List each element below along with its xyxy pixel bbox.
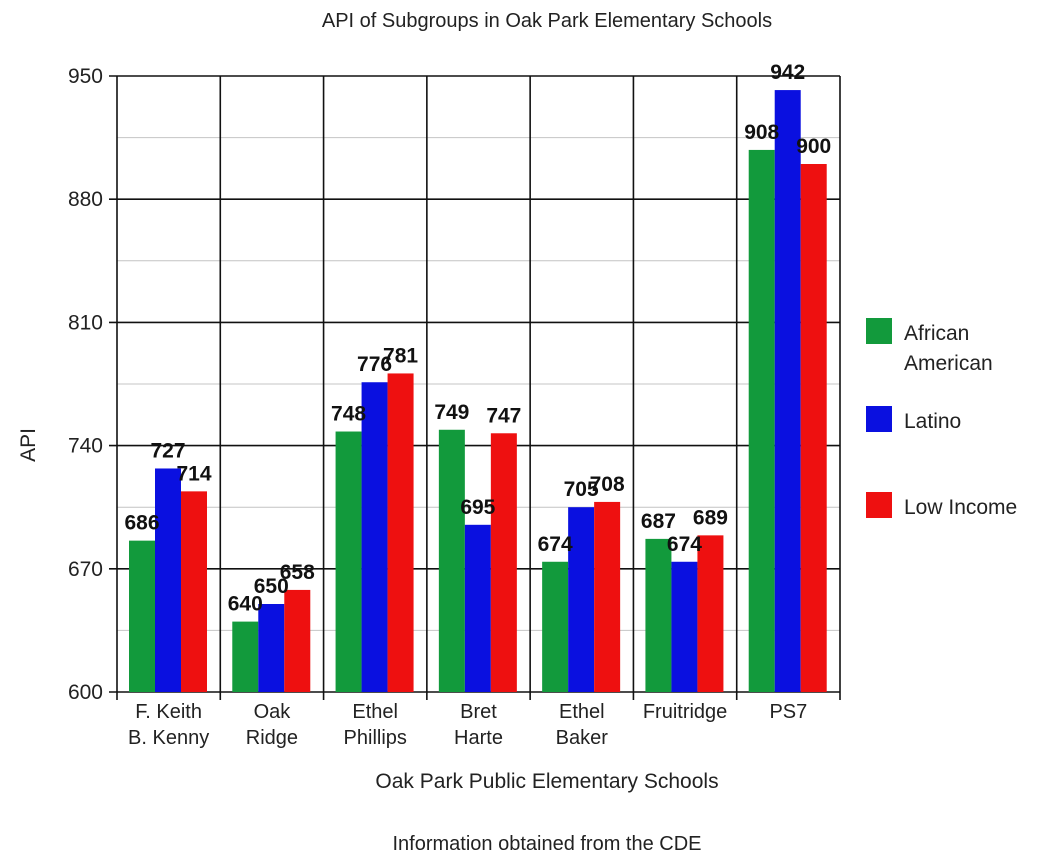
legend: African American Latino Low Income xyxy=(866,318,1017,519)
bar xyxy=(284,589,311,692)
x-category-label: Fruitridge xyxy=(643,701,727,723)
x-category-label: F. Keith xyxy=(135,701,202,723)
y-tick-label: 810 xyxy=(68,311,103,334)
bar-value-label: 714 xyxy=(176,462,211,485)
legend-label: Latino xyxy=(904,410,961,433)
x-category-label: B. Kenny xyxy=(128,727,209,749)
x-category-label: Ridge xyxy=(246,727,298,749)
bar-value-label: 942 xyxy=(770,61,805,84)
legend-label: African xyxy=(904,322,969,345)
bar xyxy=(568,507,595,692)
bar xyxy=(387,373,414,692)
bar xyxy=(490,433,517,692)
x-category-label: PS7 xyxy=(769,701,807,723)
bar-value-label: 687 xyxy=(641,510,676,533)
bar-value-label: 781 xyxy=(383,344,418,367)
footnote: Information obtained from the CDE xyxy=(392,833,701,855)
bar-value-label: 908 xyxy=(744,121,779,144)
bar xyxy=(438,429,465,692)
bar xyxy=(671,561,698,692)
x-category-label: Phillips xyxy=(344,727,407,749)
bar xyxy=(258,604,285,692)
x-category-label: Baker xyxy=(556,727,609,749)
y-tick-label: 740 xyxy=(68,435,103,458)
legend-swatch xyxy=(866,492,892,518)
x-axis-categories: F. Keith B. Kenny Oak Ridge Ethel Phillips Bre… xyxy=(128,701,807,749)
bar xyxy=(155,468,181,692)
bars xyxy=(129,90,827,693)
y-axis-ticks: 600 670 740 810 880 950 xyxy=(68,65,103,704)
y-tick-label: 950 xyxy=(68,65,103,88)
x-axis-label: Oak Park Public Elementary Schools xyxy=(375,770,718,793)
bar xyxy=(335,431,362,692)
bar-value-label: 695 xyxy=(460,496,495,519)
bar-value-label: 689 xyxy=(693,506,728,529)
bar-value-label: 727 xyxy=(150,439,185,462)
bar-value-label: 686 xyxy=(124,512,159,535)
bar xyxy=(232,621,259,692)
bar-value-label: 900 xyxy=(796,135,831,158)
legend-label: Low Income xyxy=(904,496,1017,519)
bar-value-label: 640 xyxy=(228,593,263,616)
legend-swatch xyxy=(866,406,892,432)
bar-value-label: 650 xyxy=(254,575,289,598)
bar-value-label: 658 xyxy=(280,561,315,584)
bar-value-label: 747 xyxy=(486,404,521,427)
bar-value-label: 776 xyxy=(357,353,392,376)
y-tick-label: 670 xyxy=(68,558,103,581)
bar xyxy=(464,524,491,692)
y-axis-label: API xyxy=(17,428,40,462)
bar xyxy=(181,491,207,692)
x-category-label: Oak xyxy=(254,701,292,723)
bar xyxy=(129,540,155,692)
x-category-label: Ethel xyxy=(559,701,605,723)
chart-title: API of Subgroups in Oak Park Elementary … xyxy=(322,10,772,32)
bar-value-label: 708 xyxy=(590,473,625,496)
bar xyxy=(542,561,569,692)
y-tick-label: 880 xyxy=(68,188,103,211)
bar-value-label: 674 xyxy=(538,533,573,556)
y-tick-label: 600 xyxy=(68,681,103,704)
x-category-label: Ethel xyxy=(352,701,398,723)
bar-value-label: 749 xyxy=(434,401,469,424)
bar-value-label: 674 xyxy=(667,533,702,556)
bar-value-label: 748 xyxy=(331,403,366,426)
bar xyxy=(697,535,724,692)
bar xyxy=(748,149,775,693)
bar xyxy=(800,164,827,692)
bar-value-label: 705 xyxy=(564,478,599,501)
x-category-label: Harte xyxy=(454,727,503,749)
legend-label: American xyxy=(904,352,993,375)
x-category-label: Bret xyxy=(460,701,497,723)
bar xyxy=(645,538,672,692)
bar xyxy=(594,501,621,692)
legend-swatch xyxy=(866,318,892,344)
bar xyxy=(361,382,388,692)
bar xyxy=(774,90,801,692)
